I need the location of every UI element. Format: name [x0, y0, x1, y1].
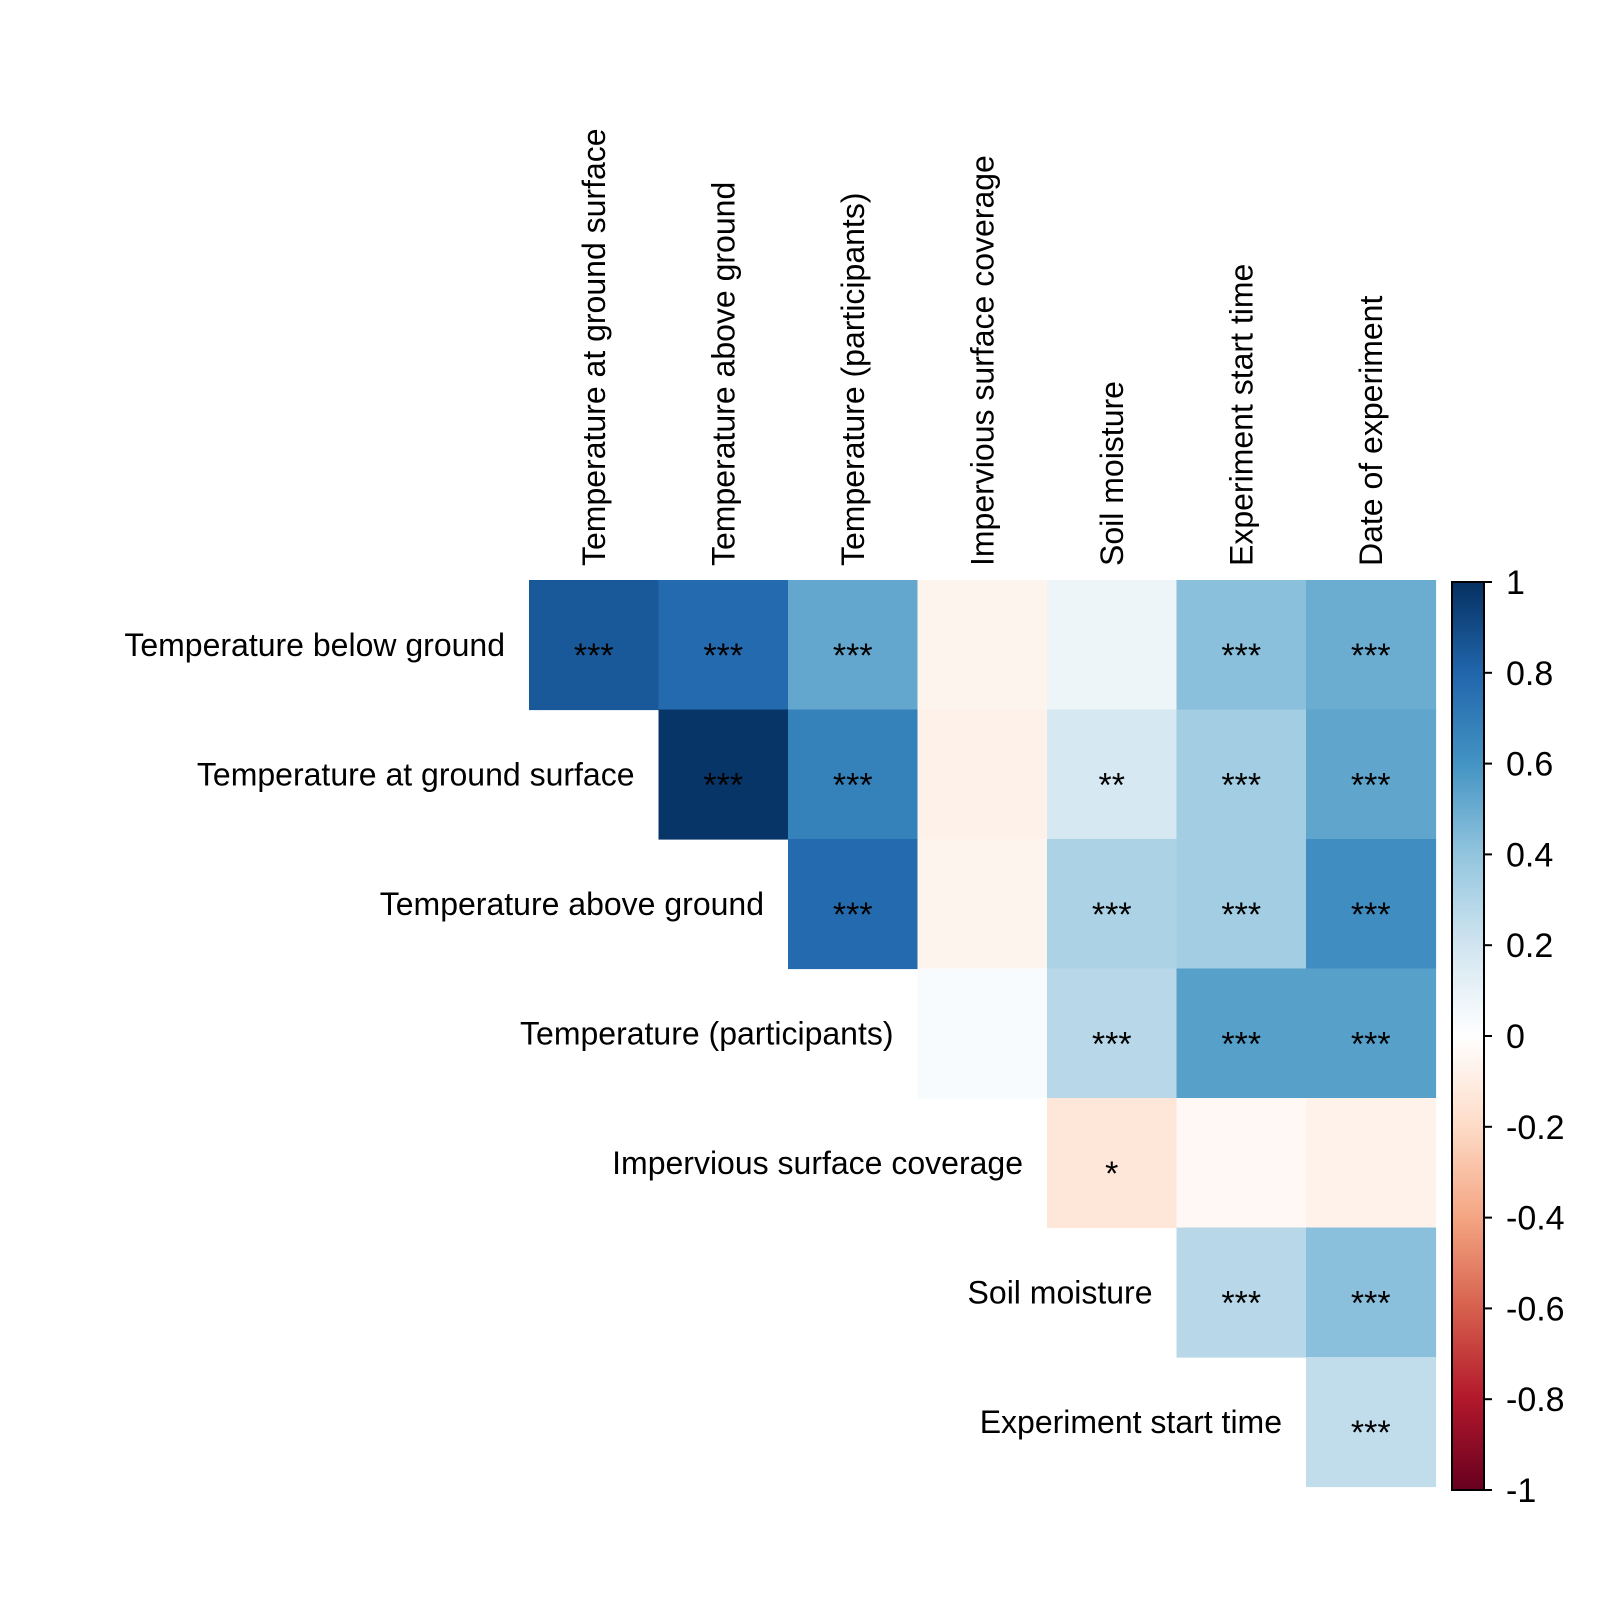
heatmap-cell	[1306, 1227, 1437, 1358]
significance-label: ***	[1351, 766, 1391, 804]
heatmap-cell	[658, 580, 789, 711]
significance-label: ***	[1092, 896, 1132, 934]
significance-label: ***	[703, 766, 743, 804]
significance-label: ***	[1221, 766, 1261, 804]
heatmap-cell	[1176, 1227, 1307, 1358]
row-labels: Temperature below ground Temperature at g…	[124, 627, 1282, 1440]
significance-label: ***	[1351, 1414, 1391, 1452]
colorbar-tick-label: 0	[1506, 1018, 1525, 1056]
colorbar-tick-label: 0.8	[1506, 655, 1553, 693]
significance-label: ***	[1221, 637, 1261, 675]
row-label: Experiment start time	[980, 1404, 1282, 1440]
heatmap-cells	[529, 580, 1437, 1488]
colorbar-tick-label: -0.4	[1506, 1200, 1565, 1238]
column-label: Impervious surface coverage	[964, 155, 1000, 566]
column-label: Temperature (participants)	[835, 193, 871, 566]
colorbar-tick-label: -0.6	[1506, 1290, 1565, 1328]
column-label: Temperature above ground	[705, 182, 741, 566]
significance-label: ***	[703, 637, 743, 675]
heatmap-cell	[1306, 839, 1437, 970]
column-label: Soil moisture	[1094, 381, 1130, 566]
heatmap-cell	[1306, 580, 1437, 711]
heatmap-cell	[917, 580, 1048, 711]
significance-label: ***	[1221, 1284, 1261, 1322]
colorbar-tick-label: 0.4	[1506, 836, 1553, 874]
row-label: Soil moisture	[968, 1274, 1153, 1310]
colorbar-tick-label: -0.2	[1506, 1109, 1565, 1147]
heatmap-cell	[917, 839, 1048, 970]
column-label: Temperature at ground surface	[576, 128, 612, 566]
row-label: Temperature (participants)	[520, 1015, 893, 1051]
column-label: Date of experiment	[1353, 296, 1389, 566]
heatmap-cell	[917, 709, 1048, 840]
column-label: Experiment start time	[1223, 264, 1259, 566]
significance-label: ***	[1351, 1284, 1391, 1322]
heatmap-cell	[1306, 1098, 1437, 1229]
heatmap-cell	[1176, 839, 1307, 970]
heatmap-cell	[1047, 1098, 1178, 1229]
heatmap-cell	[1306, 709, 1437, 840]
heatmap-cell	[529, 580, 660, 711]
row-label: Temperature above ground	[380, 886, 764, 922]
heatmap-cell	[1176, 580, 1307, 711]
colorbar-ticks: 1 0.8 0.6 0.4 0.2 0 -0.2 -0.4 -0.6 -0.8 -1	[1484, 564, 1565, 1510]
heatmap-cell	[1176, 1098, 1307, 1229]
heatmap-cell	[788, 580, 919, 711]
colorbar-tick-label: -0.8	[1506, 1381, 1565, 1419]
heatmap-cell	[1047, 709, 1178, 840]
significance-label: ***	[833, 896, 873, 934]
colorbar-gradient	[1451, 581, 1485, 1491]
heatmap-cell	[1047, 839, 1178, 970]
significance-label: ***	[1092, 1025, 1132, 1063]
significance-label: ***	[1351, 896, 1391, 934]
heatmap-cell	[917, 968, 1048, 1099]
significance-label: ***	[833, 766, 873, 804]
heatmap-cell	[1047, 968, 1178, 1099]
heatmap-cell	[788, 709, 919, 840]
significance-markers: *** *** *** *** ****** *** ** *** ****** *** *** **…	[574, 637, 1391, 1452]
row-label: Temperature at ground surface	[197, 756, 635, 792]
heatmap-cell	[1176, 709, 1307, 840]
significance-label: ***	[574, 637, 614, 675]
heatmap-cell	[658, 709, 789, 840]
significance-label: **	[1099, 766, 1125, 804]
column-labels: Temperature at ground surface Temperature…	[576, 128, 1389, 566]
colorbar-tick-label: 0.6	[1506, 746, 1553, 784]
significance-label: ***	[833, 637, 873, 675]
significance-label: ***	[1221, 1025, 1261, 1063]
significance-label: ***	[1221, 896, 1261, 934]
heatmap-cell	[788, 839, 919, 970]
colorbar-tick-label: 0.2	[1506, 927, 1553, 965]
significance-label: ***	[1351, 1025, 1391, 1063]
colorbar: 1 0.8 0.6 0.4 0.2 0 -0.2 -0.4 -0.6 -0.8 -1	[1451, 564, 1565, 1510]
significance-label: ***	[1351, 637, 1391, 675]
row-label: Impervious surface coverage	[612, 1145, 1023, 1181]
heatmap-cell	[1176, 968, 1307, 1099]
significance-label: *	[1105, 1155, 1118, 1193]
colorbar-tick-label: -1	[1506, 1472, 1536, 1510]
heatmap-cell	[1306, 968, 1437, 1099]
row-label: Temperature below ground	[124, 627, 505, 663]
heatmap-cell	[1047, 580, 1178, 711]
heatmap-cell	[1306, 1357, 1437, 1488]
colorbar-tick-label: 1	[1506, 564, 1525, 602]
